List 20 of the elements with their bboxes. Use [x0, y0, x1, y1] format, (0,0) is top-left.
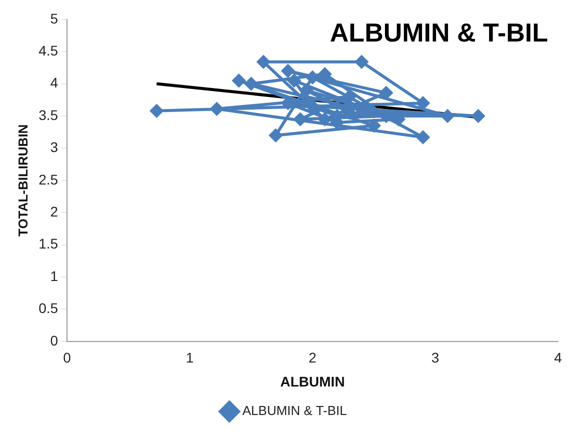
x-tick-label: 4 [554, 350, 562, 366]
y-axis-title: TOTAL-BILIRUBIN [15, 124, 30, 236]
x-axis-title: ALBUMIN [280, 373, 345, 390]
y-tick-label: 5 [50, 10, 58, 26]
y-tick-label: 0.5 [38, 300, 58, 316]
y-tick-label: 1 [50, 268, 58, 284]
y-tick-label: 3 [50, 139, 58, 156]
x-tick-label: 0 [63, 350, 72, 366]
y-tick-label: 0 [50, 332, 58, 348]
y-tick-label: 4 [50, 74, 58, 91]
y-tick-label: 1.5 [38, 236, 58, 252]
x-tick-label: 3 [431, 350, 440, 366]
y-tick-label: 2.5 [38, 171, 58, 188]
y-tick-label: 3.5 [38, 106, 58, 123]
y-tick-label: 2 [50, 203, 58, 220]
legend-label: ALBUMIN & T-BIL [242, 403, 347, 418]
x-tick-label: 2 [308, 350, 317, 366]
chart-title: ALBUMIN & T-BIL [330, 18, 548, 48]
y-tick-label: 4.5 [38, 42, 58, 58]
x-tick-label: 1 [186, 350, 194, 366]
